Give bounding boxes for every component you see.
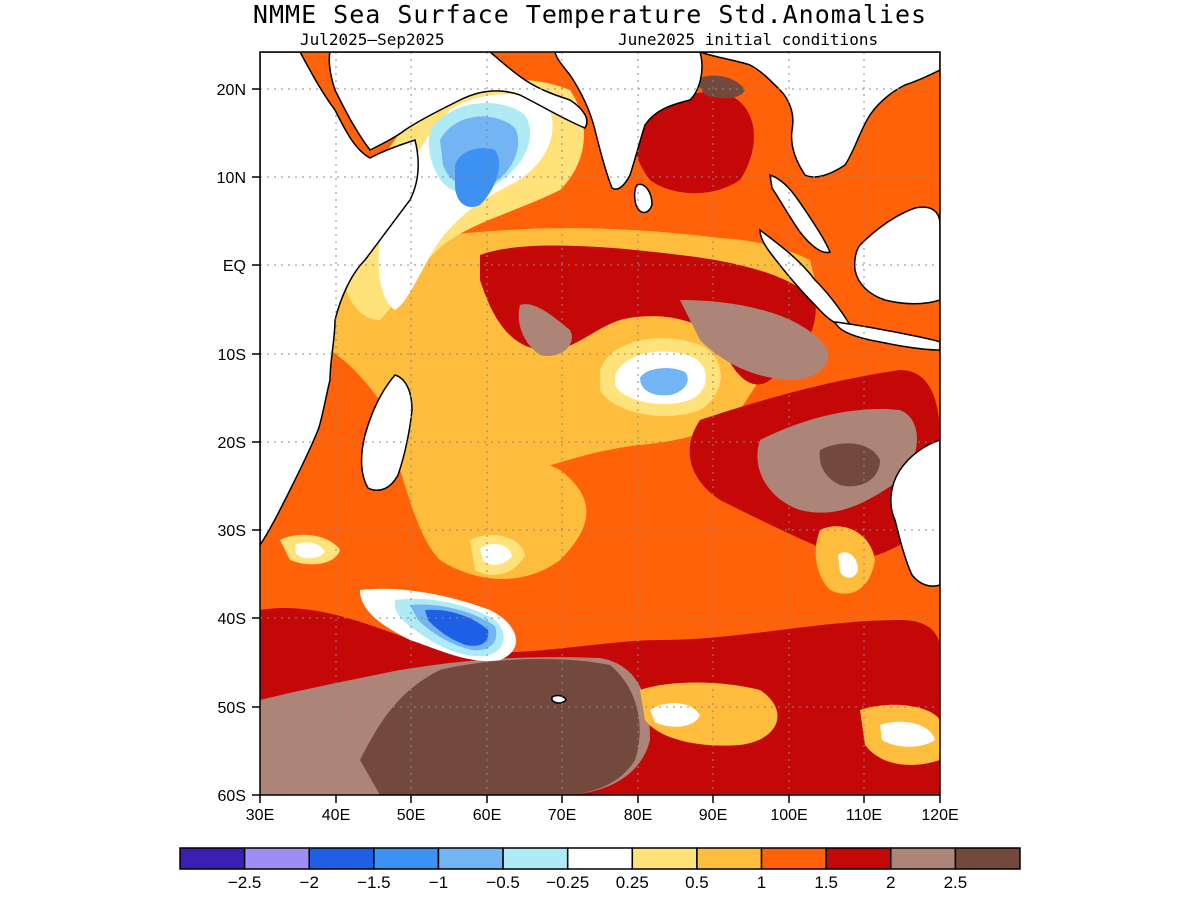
colorbar-swatch	[373, 847, 440, 870]
map-title: NMME Sea Surface Temperature Std.Anomali…	[252, 0, 928, 29]
colorbar-label: −0.25	[546, 873, 589, 892]
y-tick-label: 10S	[218, 347, 246, 364]
field-2p5-east-eq	[680, 300, 829, 380]
field-neg0p5-center	[640, 368, 688, 396]
field-0p25-mid-bubble	[480, 543, 512, 565]
colorbar: −2.5 −2 −1.5 −1 −0.5 −0.25 0.25 0.5 1 1.5 2 2.5	[179, 847, 1021, 892]
colorbar-label: 2	[886, 873, 895, 892]
field-neg1-arabian	[455, 148, 500, 208]
sri-lanka-landmass	[633, 183, 653, 214]
x-tick-label: 90E	[699, 807, 727, 824]
x-axis-labels: 30E 40E 50E 60E 70E 80E 90E 100E 110E 12…	[246, 807, 959, 824]
colorbar-swatch	[760, 847, 827, 870]
australia-landmass	[890, 439, 940, 587]
colorbar-label: −2.5	[228, 873, 262, 892]
x-tick-label: 50E	[397, 807, 425, 824]
x-tick-label: 30E	[246, 807, 274, 824]
field-1p0-south	[400, 437, 587, 579]
colorbar-label: 1.5	[814, 873, 838, 892]
field-2p5-southern-dark	[360, 658, 640, 795]
india-landmass	[554, 52, 703, 190]
colorbar-swatch	[631, 847, 698, 870]
colorbar-label: 1	[757, 873, 766, 892]
field-0p25-se-patch	[838, 552, 858, 578]
southeast-asia-landmass	[699, 52, 940, 178]
y-tick-label: 30S	[218, 523, 246, 540]
madagascar-landmass	[360, 374, 413, 491]
colorbar-swatch	[179, 847, 246, 870]
borneo-landmass	[853, 206, 940, 305]
colorbar-swatch	[502, 847, 569, 870]
colorbar-label: 2.5	[944, 873, 968, 892]
sumatra-landmass	[759, 228, 852, 327]
colorbar-label: −0.5	[486, 873, 520, 892]
colorbar-label: −1	[429, 873, 448, 892]
x-tick-label: 40E	[322, 807, 350, 824]
field-neg1p5-south-africa	[425, 609, 489, 646]
colorbar-swatch	[243, 847, 310, 870]
malay-peninsula-landmass	[769, 173, 831, 254]
x-tick-label: 80E	[624, 807, 652, 824]
x-tick-label: 100E	[770, 807, 807, 824]
colorbar-swatch	[566, 847, 634, 870]
field-2p5-equatorial	[518, 304, 572, 356]
colorbar-swatch	[437, 847, 504, 870]
tick-marks	[252, 88, 941, 803]
arabia-landmass	[328, 52, 588, 151]
y-tick-label: 60S	[218, 788, 246, 805]
colorbar-swatch	[890, 847, 957, 870]
field-2p0-bengal	[635, 91, 754, 194]
y-tick-label: EQ	[223, 258, 246, 275]
field-0p25-sw-bubble	[295, 542, 325, 559]
y-tick-label: 10N	[217, 170, 246, 187]
y-axis-labels: 20N 10N EQ 10S 20S 30S 40S 50S 60S	[217, 82, 246, 805]
colorbar-swatch	[825, 847, 892, 870]
africa-landmass	[260, 52, 420, 547]
java-landmass	[833, 321, 940, 351]
field-0p25-sw-patch	[650, 703, 700, 727]
field-2p5-bengal	[695, 75, 745, 99]
map-subtitle-initial-conditions: June2025 initial conditions	[618, 30, 879, 49]
colorbar-swatch	[954, 847, 1021, 870]
x-tick-label: 110E	[846, 807, 882, 824]
colorbar-label: 0.25	[616, 873, 649, 892]
y-tick-label: 20N	[217, 82, 246, 99]
field-0p25-far-se	[880, 721, 935, 747]
gridlines	[260, 52, 940, 795]
y-tick-label: 50S	[218, 700, 246, 717]
plot-frame	[259, 51, 941, 796]
field-1p0-sw-patch	[640, 682, 778, 746]
field-2p5-dark-se	[819, 443, 880, 487]
x-tick-label: 120E	[921, 807, 958, 824]
y-tick-label: 40S	[218, 611, 246, 628]
colorbar-swatch	[308, 847, 375, 870]
colorbar-label: −2	[300, 873, 319, 892]
y-tick-label: 20S	[218, 435, 246, 452]
x-tick-label: 60E	[473, 807, 501, 824]
kerguelen-landmass	[551, 694, 567, 704]
map-subtitle-period: Jul2025—Sep2025	[300, 30, 445, 49]
colorbar-swatch	[696, 847, 763, 870]
colorbar-label: 0.5	[685, 873, 709, 892]
colorbar-label: −1.5	[357, 873, 391, 892]
x-tick-label: 70E	[548, 807, 576, 824]
